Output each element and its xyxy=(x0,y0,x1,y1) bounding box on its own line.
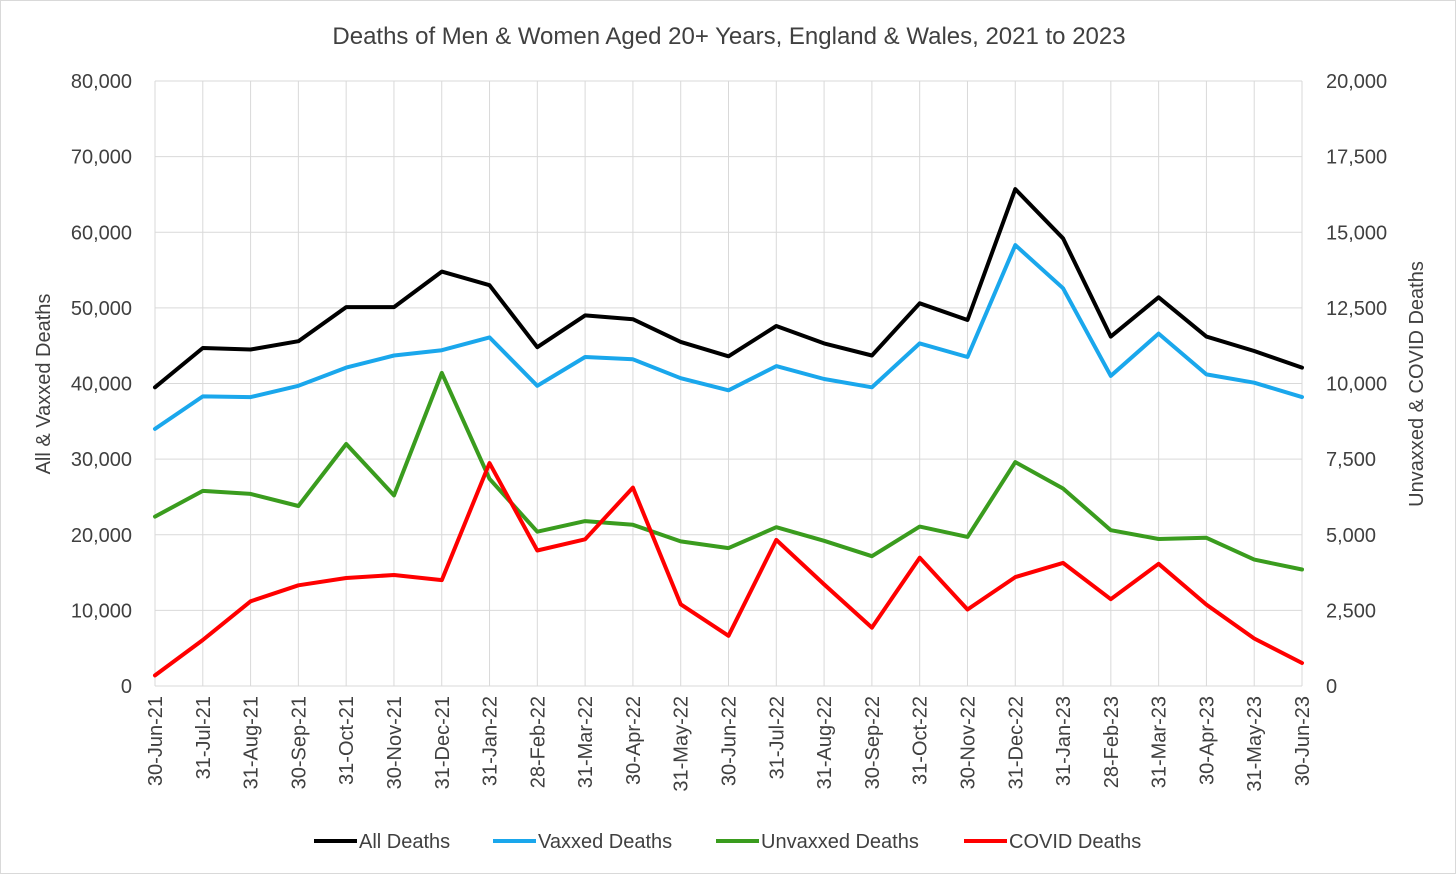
right-y-tick-label: 17,500 xyxy=(1326,147,1387,169)
left-y-tick-label: 0 xyxy=(121,676,132,698)
left-axis-ticks: 0 10,000 20,000 30,000 40,000 50,000 60,000 70,… xyxy=(71,71,132,698)
x-tick-label: 30-Nov-22 xyxy=(957,696,979,789)
x-tick-label: 30-Sep-22 xyxy=(862,696,884,789)
x-tick-label: 31-Dec-21 xyxy=(432,696,454,789)
right-y-tick-label: 7,500 xyxy=(1326,449,1376,471)
series-lines xyxy=(153,187,1304,678)
x-tick-label: 31-Mar-23 xyxy=(1149,696,1171,788)
x-tick-label: 31-May-22 xyxy=(671,696,693,792)
x-tick-label: 31-Aug-22 xyxy=(814,696,836,789)
gridlines xyxy=(154,80,1303,687)
left-y-tick-label: 60,000 xyxy=(71,222,132,244)
x-tick-label: 31-Oct-21 xyxy=(336,696,358,785)
left-y-tick-label: 40,000 xyxy=(71,374,132,396)
x-tick-label: 31-Jul-21 xyxy=(193,696,215,779)
x-tick-label: 31-May-23 xyxy=(1244,696,1266,792)
right-y-tick-label: 10,000 xyxy=(1326,374,1387,396)
x-tick-label: 28-Feb-23 xyxy=(1101,696,1123,788)
series-line-covid-deaths xyxy=(153,461,1304,678)
series-line-all-deaths xyxy=(153,187,1304,390)
right-y-tick-label: 0 xyxy=(1326,676,1337,698)
x-tick-label: 30-Jun-23 xyxy=(1292,696,1314,786)
right-y-tick-label: 5,000 xyxy=(1326,525,1376,547)
right-y-tick-label: 20,000 xyxy=(1326,71,1387,93)
legend-label-unvaxxed-deaths: Unvaxxed Deaths xyxy=(761,831,919,853)
chart-title: Deaths of Men & Women Aged 20+ Years, En… xyxy=(332,23,1125,50)
x-tick-label: 31-Oct-22 xyxy=(910,696,932,785)
legend-label-all-deaths: All Deaths xyxy=(359,831,450,853)
x-tick-label: 31-Jan-22 xyxy=(480,696,502,786)
left-y-tick-label: 20,000 xyxy=(71,525,132,547)
x-tick-label: 31-Jul-22 xyxy=(766,696,788,779)
x-tick-label: 31-Mar-22 xyxy=(575,696,597,788)
left-y-tick-label: 80,000 xyxy=(71,71,132,93)
right-y-tick-label: 12,500 xyxy=(1326,298,1387,320)
series-line-vaxxed-deaths xyxy=(153,243,1304,431)
left-y-tick-label: 50,000 xyxy=(71,298,132,320)
x-axis-ticks: 30-Jun-21 31-Jul-21 31-Aug-21 30-Sep-21 31-O… xyxy=(145,696,1314,792)
x-tick-label: 30-Nov-21 xyxy=(384,696,406,789)
right-y-tick-label: 2,500 xyxy=(1326,600,1376,622)
x-tick-label: 31-Jan-23 xyxy=(1053,696,1075,786)
left-axis-label: All & Vaxxed Deaths xyxy=(33,294,55,475)
x-tick-label: 30-Sep-21 xyxy=(288,696,310,789)
left-y-tick-label: 30,000 xyxy=(71,449,132,471)
x-tick-label: 31-Aug-21 xyxy=(241,696,263,789)
right-axis-ticks: 0 2,500 5,000 7,500 10,000 12,500 15,000 17,500… xyxy=(1326,71,1387,698)
right-y-tick-label: 15,000 xyxy=(1326,222,1387,244)
x-tick-label: 30-Apr-23 xyxy=(1196,696,1218,785)
x-tick-label: 30-Apr-22 xyxy=(623,696,645,785)
right-axis-label: Unvaxxed & COVID Deaths xyxy=(1406,261,1428,507)
x-tick-label: 30-Jun-22 xyxy=(719,696,741,786)
legend-label-vaxxed-deaths: Vaxxed Deaths xyxy=(538,831,672,853)
legend: All Deaths Vaxxed Deaths Unvaxxed Deaths CO… xyxy=(314,831,1141,853)
legend-label-covid-deaths: COVID Deaths xyxy=(1009,831,1141,853)
left-y-tick-label: 10,000 xyxy=(71,600,132,622)
x-tick-label: 28-Feb-22 xyxy=(527,696,549,788)
left-y-tick-label: 70,000 xyxy=(71,147,132,169)
series-line-unvaxxed-deaths xyxy=(153,370,1304,572)
x-tick-label: 31-Dec-22 xyxy=(1005,696,1027,789)
x-tick-label: 30-Jun-21 xyxy=(145,696,167,786)
